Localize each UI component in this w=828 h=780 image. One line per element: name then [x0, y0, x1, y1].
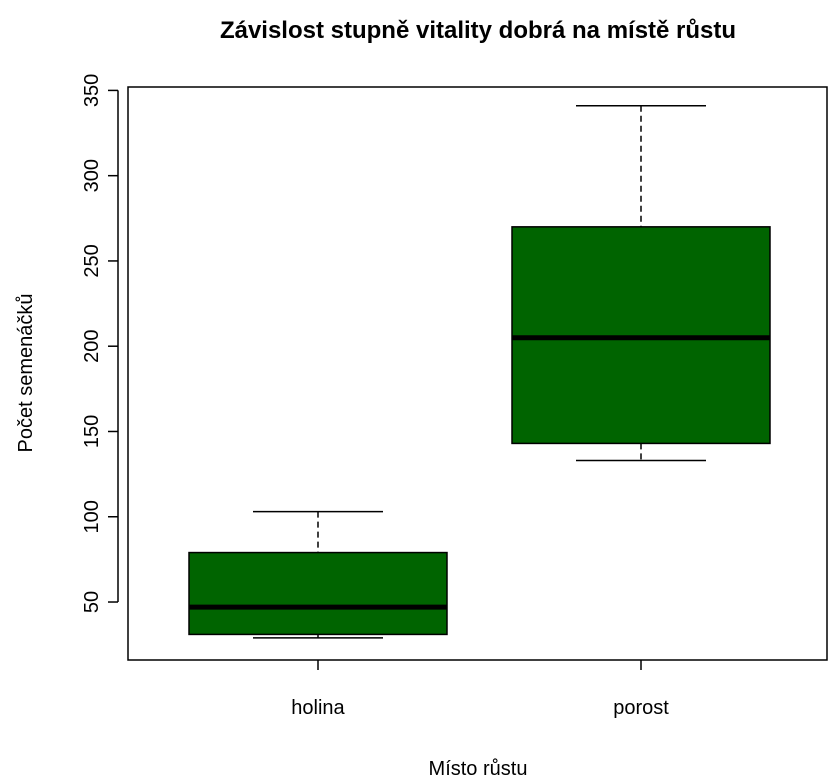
y-tick-label: 200 [81, 330, 103, 363]
plot-frame [127, 86, 828, 661]
y-tick-label: 350 [81, 74, 103, 107]
y-axis-label: Počet semenáčků [15, 294, 37, 453]
box [188, 551, 448, 636]
x-tick-label: porost [613, 697, 669, 719]
box [511, 226, 771, 445]
x-tick-label: holina [291, 697, 345, 719]
y-tick-label: 250 [81, 244, 103, 277]
y-tick-label: 100 [81, 500, 103, 533]
y-tick-label: 50 [81, 591, 103, 613]
y-tick-label: 300 [81, 159, 103, 192]
chart-title: Závislost stupně vitality dobrá na místě… [220, 17, 736, 44]
x-axis-label: Místo růstu [429, 758, 528, 780]
y-tick-label: 150 [81, 415, 103, 448]
